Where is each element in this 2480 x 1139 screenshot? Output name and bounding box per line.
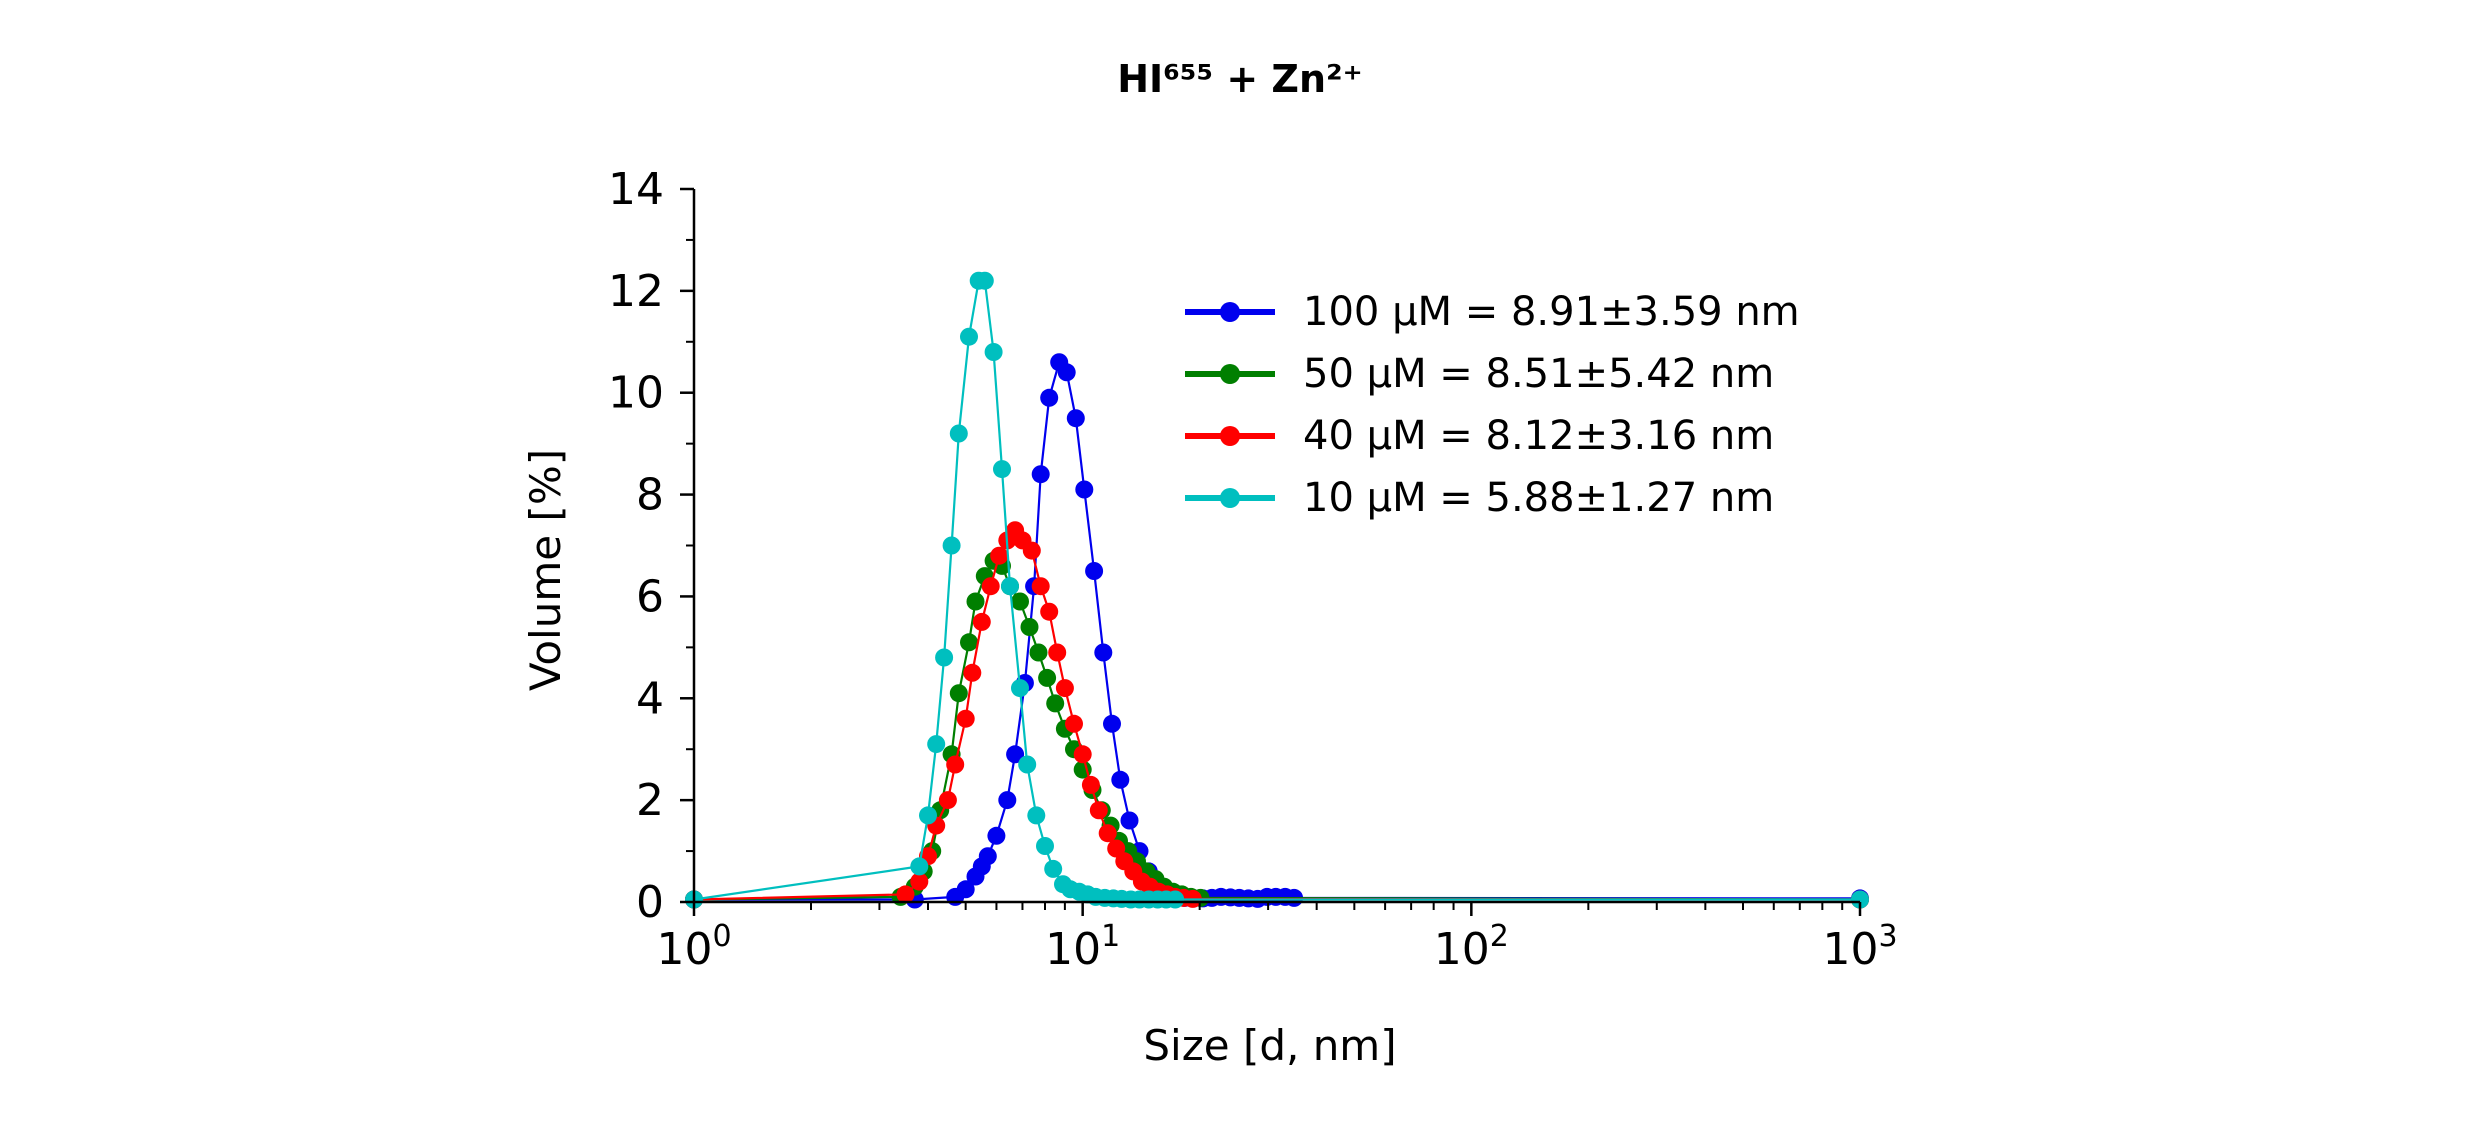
data-point	[1029, 643, 1048, 662]
data-point	[1040, 602, 1059, 621]
legend-label: 40 µM = 8.12±3.16 nm	[1303, 413, 1774, 459]
series-1	[685, 551, 1869, 909]
data-point	[1166, 890, 1185, 909]
legend-label: 50 µM = 8.51±5.42 nm	[1303, 351, 1774, 397]
data-point	[1018, 755, 1037, 774]
data-point	[1011, 592, 1029, 611]
data-point	[1040, 388, 1059, 407]
y-tick-label: 2	[636, 775, 664, 826]
data-point	[1031, 465, 1050, 484]
y-tick-label: 8	[636, 470, 664, 521]
data-point	[1022, 541, 1041, 560]
data-point	[963, 663, 982, 682]
data-point	[1098, 824, 1117, 843]
data-point	[949, 684, 968, 703]
y-tick-label: 12	[608, 266, 664, 317]
data-point	[1065, 714, 1083, 733]
legend-item: 40 µM = 8.12±3.16 nm	[1185, 413, 1774, 459]
x-tick-label: 103	[1822, 919, 1897, 975]
data-point	[1027, 806, 1046, 825]
data-point	[1057, 363, 1076, 382]
legend-swatch-marker	[1220, 488, 1240, 508]
data-point	[984, 343, 1003, 361]
series-3	[685, 271, 1869, 909]
data-point	[1066, 409, 1085, 428]
data-point	[935, 648, 954, 667]
plot-area: 0 2 4 6 8 10 12 14 100 101 102 103	[608, 164, 1898, 975]
data-point	[896, 885, 915, 904]
data-point	[981, 577, 1000, 596]
data-point	[949, 424, 968, 443]
data-point	[1085, 562, 1104, 580]
data-point	[993, 460, 1011, 479]
data-point	[956, 880, 975, 899]
data-point	[1006, 745, 1025, 764]
series-layer	[685, 271, 1869, 909]
x-axis-label: Size [d, nm]	[1143, 1021, 1396, 1070]
data-point	[1089, 801, 1108, 820]
series-2	[685, 521, 1869, 909]
data-point	[1073, 745, 1092, 764]
y-tick-label: 0	[636, 877, 664, 928]
data-point	[987, 826, 1006, 845]
legend-label: 100 µM = 8.91±3.59 nm	[1303, 289, 1800, 335]
data-point	[1103, 714, 1121, 733]
data-point	[1111, 770, 1130, 789]
data-point	[938, 791, 957, 810]
data-point	[998, 791, 1017, 810]
legend-item: 10 µM = 5.88±1.27 nm	[1185, 475, 1774, 521]
data-point	[966, 592, 985, 611]
y-axis-label: Volume [%]	[521, 449, 570, 691]
data-point	[1120, 811, 1139, 830]
y-tick-label: 14	[608, 164, 664, 215]
data-point	[1038, 668, 1057, 687]
data-point	[1107, 839, 1126, 858]
data-point	[1094, 643, 1113, 662]
data-point	[1011, 679, 1029, 698]
data-point	[960, 327, 978, 346]
x-tick-label: 100	[656, 919, 731, 975]
data-point	[1081, 775, 1100, 794]
legend-swatch-marker	[1220, 302, 1240, 322]
data-point	[1046, 694, 1065, 713]
legend: 100 µM = 8.91±3.59 nm 50 µM = 8.51±5.42 n…	[1185, 289, 1800, 521]
y-tick-label: 10	[608, 368, 664, 419]
legend-label: 10 µM = 5.88±1.27 nm	[1303, 475, 1774, 521]
x-tick-label: 102	[1434, 919, 1509, 975]
legend-item: 100 µM = 8.91±3.59 nm	[1185, 289, 1800, 335]
legend-item: 50 µM = 8.51±5.42 nm	[1185, 351, 1774, 397]
data-point	[972, 612, 991, 631]
series-line	[693, 559, 1861, 901]
data-point	[1048, 643, 1067, 662]
data-point	[978, 847, 997, 866]
data-point	[927, 735, 946, 754]
data-point	[1036, 837, 1054, 855]
data-point	[942, 536, 961, 555]
series-line	[693, 528, 1861, 901]
data-point	[956, 709, 975, 728]
data-point	[1001, 577, 1019, 596]
data-point	[1851, 890, 1869, 909]
legend-swatch-marker	[1220, 364, 1240, 384]
data-point	[1075, 480, 1094, 499]
x-tick-label: 101	[1045, 919, 1120, 975]
y-tick-label: 4	[636, 673, 664, 724]
y-tick-label: 6	[636, 571, 664, 622]
data-point	[910, 857, 929, 876]
legend-swatch-marker	[1220, 426, 1240, 446]
data-point	[919, 806, 937, 825]
data-point	[946, 755, 965, 774]
data-point	[990, 546, 1009, 565]
data-point	[910, 872, 929, 891]
chart-title: HI⁶⁵⁵ + Zn²⁺	[1117, 57, 1362, 101]
data-point	[1055, 679, 1074, 698]
data-point	[1020, 618, 1039, 636]
axes-layer: 0 2 4 6 8 10 12 14 100 101 102 103	[608, 164, 1898, 975]
data-point	[1031, 577, 1050, 596]
data-point	[975, 271, 994, 290]
data-point	[1044, 859, 1063, 878]
data-point	[960, 633, 978, 652]
